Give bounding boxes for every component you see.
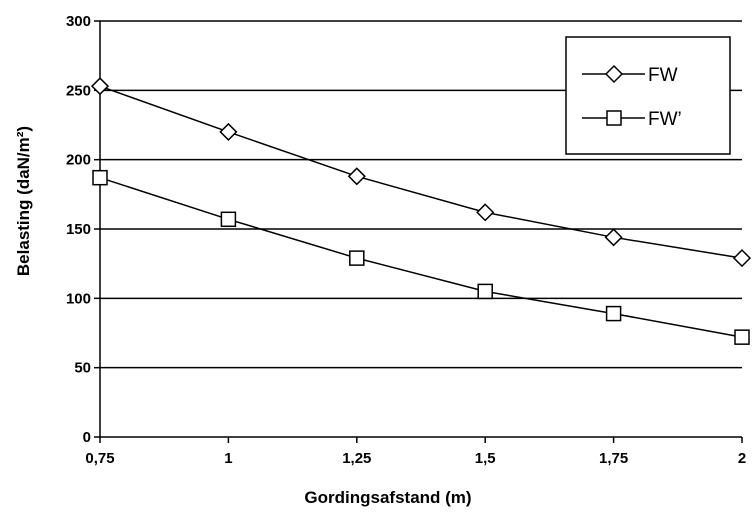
data-point-fw bbox=[347, 167, 366, 186]
x-tick-label: 1 bbox=[224, 450, 232, 467]
legend-marker-fw bbox=[604, 64, 624, 84]
x-tick-label: 2 bbox=[738, 450, 746, 467]
x-tick-label: 1,25 bbox=[342, 450, 371, 467]
data-point-fw bbox=[476, 203, 495, 222]
legend-label-fw: FW bbox=[648, 65, 678, 86]
data-point-fw bbox=[732, 249, 752, 268]
data-point-fw-prime bbox=[349, 250, 365, 266]
y-tick-label: 50 bbox=[74, 360, 91, 377]
y-tick-label: 200 bbox=[66, 152, 91, 169]
data-point-fw-prime bbox=[220, 211, 237, 228]
y-tick-label: 0 bbox=[83, 429, 91, 446]
tick-labels: 0 50 100 150 200 250 300 0,75 1 1,25 1,5 1,75 2 bbox=[66, 13, 746, 467]
y-axis-title: Belasting (daN/m²) bbox=[14, 126, 33, 276]
data-point-fw bbox=[90, 77, 110, 96]
series-line-fw-prime bbox=[99, 176, 743, 338]
x-tick-label: 1,75 bbox=[599, 450, 628, 467]
data-point-fw bbox=[219, 122, 238, 141]
y-tick-label: 150 bbox=[66, 221, 91, 238]
legend-box bbox=[565, 36, 731, 155]
y-tick-label: 300 bbox=[66, 13, 91, 30]
x-tick-label: 1,5 bbox=[475, 450, 496, 467]
legend-label-fw-prime: FW’ bbox=[648, 109, 682, 130]
x-axis-title: Gordingsafstand (m) bbox=[304, 488, 471, 507]
x-tick-label: 0,75 bbox=[85, 450, 114, 467]
series-line-fw bbox=[99, 85, 743, 259]
y-tick-label: 250 bbox=[66, 82, 91, 99]
data-point-fw-prime bbox=[605, 305, 622, 322]
legend-marker-fw-prime bbox=[606, 110, 622, 126]
legend: FW FW’ bbox=[565, 36, 731, 155]
data-point-fw-prime bbox=[734, 329, 750, 345]
data-series bbox=[90, 77, 752, 345]
data-point-fw-prime bbox=[477, 283, 493, 300]
data-point-fw bbox=[604, 228, 623, 247]
y-tick-label: 100 bbox=[66, 290, 91, 307]
data-point-fw-prime bbox=[92, 169, 108, 186]
gridlines bbox=[100, 20, 742, 369]
